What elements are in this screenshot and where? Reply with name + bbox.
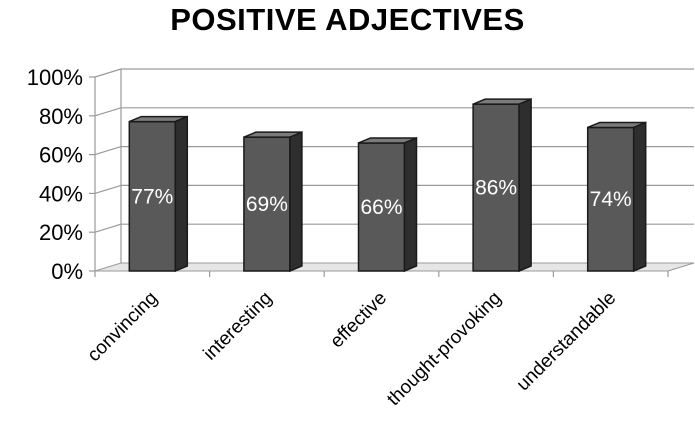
bar-group: 69%	[243, 131, 303, 273]
bar-side	[632, 121, 647, 273]
bar-group: 86%	[472, 98, 532, 273]
y-tick-label: 80%	[39, 104, 83, 129]
data-label: 66%	[360, 196, 402, 219]
axis-layer: 0% 20% 40% 60% 80% 100% convincing interesting e…	[27, 65, 669, 410]
x-tick-label: interesting	[200, 288, 277, 365]
bar-group: 74%	[586, 121, 647, 273]
data-label: 74%	[590, 188, 632, 211]
bar	[357, 142, 406, 272]
y-tick-label: 0%	[51, 259, 83, 284]
gridline-diagonal	[94, 68, 122, 78]
gridline-diagonal	[94, 146, 122, 156]
y-tick-label: 40%	[39, 181, 83, 206]
chart-title: POSITIVE ADJECTIVES	[170, 2, 525, 37]
y-tick-label: 60%	[39, 143, 83, 168]
bar-side	[174, 115, 189, 273]
data-label: 86%	[475, 177, 517, 200]
data-label: 69%	[246, 193, 288, 216]
y-tick-label: 100%	[27, 65, 83, 90]
bar-group: 66%	[357, 136, 418, 273]
bar	[586, 126, 635, 272]
bar	[472, 103, 520, 272]
bar-side	[518, 98, 532, 273]
bar-side	[403, 136, 418, 273]
x-tick-label: convincing	[84, 288, 162, 366]
x-tick-label: thought-provoking	[383, 288, 505, 410]
y-tick-label: 20%	[39, 220, 83, 245]
bar-group: 77%	[128, 115, 189, 273]
gridline-diagonal	[94, 107, 122, 117]
bar-side	[289, 131, 303, 273]
x-tick-label: understandable	[513, 288, 620, 395]
data-label: 77%	[131, 185, 173, 208]
gridline-diagonal	[94, 223, 122, 233]
x-tick-label: effective	[326, 288, 391, 353]
gridline-diagonal	[94, 184, 122, 194]
bar-layer: 77% 69% 66% 86% 74%	[128, 98, 647, 273]
